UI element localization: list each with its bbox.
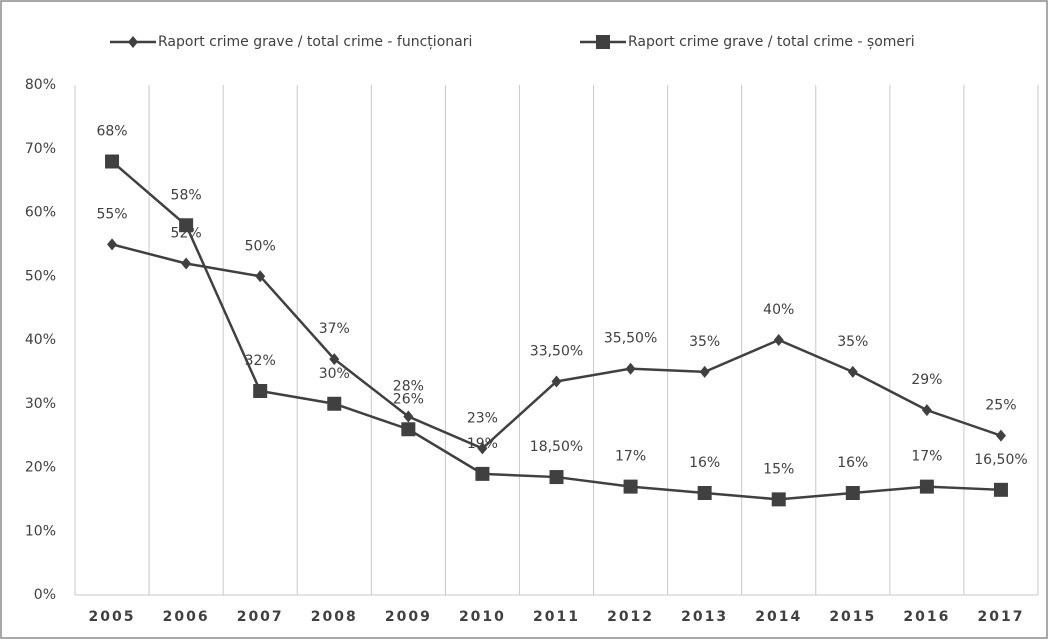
marker (921, 404, 932, 417)
marker (329, 353, 340, 366)
data-label: 29% (911, 372, 942, 388)
marker (179, 218, 194, 233)
marker (771, 492, 786, 507)
legend-label: Raport crime grave / total crime - șomer… (628, 34, 915, 50)
y-tick-label: 30% (25, 396, 56, 412)
x-tick-label: 2008 (311, 609, 358, 625)
legend-marker (596, 35, 610, 49)
data-label: 33,50% (530, 343, 583, 359)
x-tick-label: 2005 (89, 609, 136, 625)
marker (401, 422, 416, 437)
marker (549, 470, 564, 485)
x-tick-label: 2012 (607, 609, 654, 625)
y-tick-label: 50% (25, 268, 56, 284)
data-label: 55% (96, 206, 127, 222)
data-label: 16,50% (974, 452, 1027, 468)
data-label: 26% (393, 391, 424, 407)
marker (403, 410, 414, 423)
marker (697, 486, 712, 500)
data-label: 52% (171, 226, 202, 242)
data-label: 50% (245, 238, 276, 254)
y-tick-label: 40% (25, 332, 56, 348)
x-tick-label: 2016 (903, 609, 950, 625)
marker (551, 375, 562, 388)
data-label: 40% (763, 302, 794, 318)
x-tick-label: 2009 (385, 609, 432, 625)
x-tick-label: 2013 (681, 609, 728, 625)
data-label: 58% (171, 187, 202, 203)
x-tick-label: 2015 (829, 609, 876, 625)
y-tick-label: 80% (25, 77, 56, 93)
y-tick-label: 0% (34, 587, 56, 603)
marker (253, 384, 268, 398)
marker (477, 442, 488, 455)
y-tick-label: 10% (25, 523, 56, 539)
data-label: 35,50% (604, 331, 657, 347)
marker (699, 365, 710, 378)
marker (847, 365, 858, 378)
legend-label: Raport crime grave / total crime - funcț… (158, 34, 472, 50)
marker (255, 270, 266, 283)
data-label: 35% (689, 334, 720, 350)
marker (623, 479, 638, 494)
x-tick-label: 2007 (237, 609, 284, 625)
marker (625, 362, 636, 375)
x-tick-label: 2014 (755, 609, 802, 625)
x-tick-label: 2017 (977, 609, 1024, 625)
data-label: 37% (319, 321, 350, 337)
marker (107, 238, 118, 251)
data-label: 28% (393, 379, 424, 395)
y-tick-label: 20% (25, 460, 56, 476)
data-label: 17% (911, 449, 942, 465)
data-label: 68% (96, 124, 127, 140)
y-tick-label: 60% (25, 205, 56, 221)
marker (327, 396, 342, 411)
data-label: 35% (837, 334, 868, 350)
x-tick-label: 2006 (163, 609, 210, 625)
marker (919, 479, 934, 494)
x-tick-label: 2011 (533, 609, 580, 625)
marker (845, 486, 860, 500)
marker (105, 154, 120, 169)
data-label: 17% (615, 449, 646, 465)
data-label: 16% (837, 455, 868, 471)
marker (475, 466, 490, 481)
data-label: 23% (467, 410, 498, 426)
legend-marker (128, 36, 138, 48)
marker (993, 482, 1008, 497)
data-label: 25% (985, 398, 1016, 414)
data-label: 19% (467, 436, 498, 452)
data-label: 16% (689, 455, 720, 471)
data-label: 32% (245, 353, 276, 369)
data-label: 30% (319, 366, 350, 382)
marker (773, 334, 784, 346)
data-label: 15% (763, 461, 794, 477)
y-tick-label: 70% (25, 141, 56, 157)
marker (995, 429, 1006, 442)
data-label: 18,50% (530, 439, 583, 455)
marker (181, 257, 192, 270)
x-tick-label: 2010 (459, 609, 506, 625)
